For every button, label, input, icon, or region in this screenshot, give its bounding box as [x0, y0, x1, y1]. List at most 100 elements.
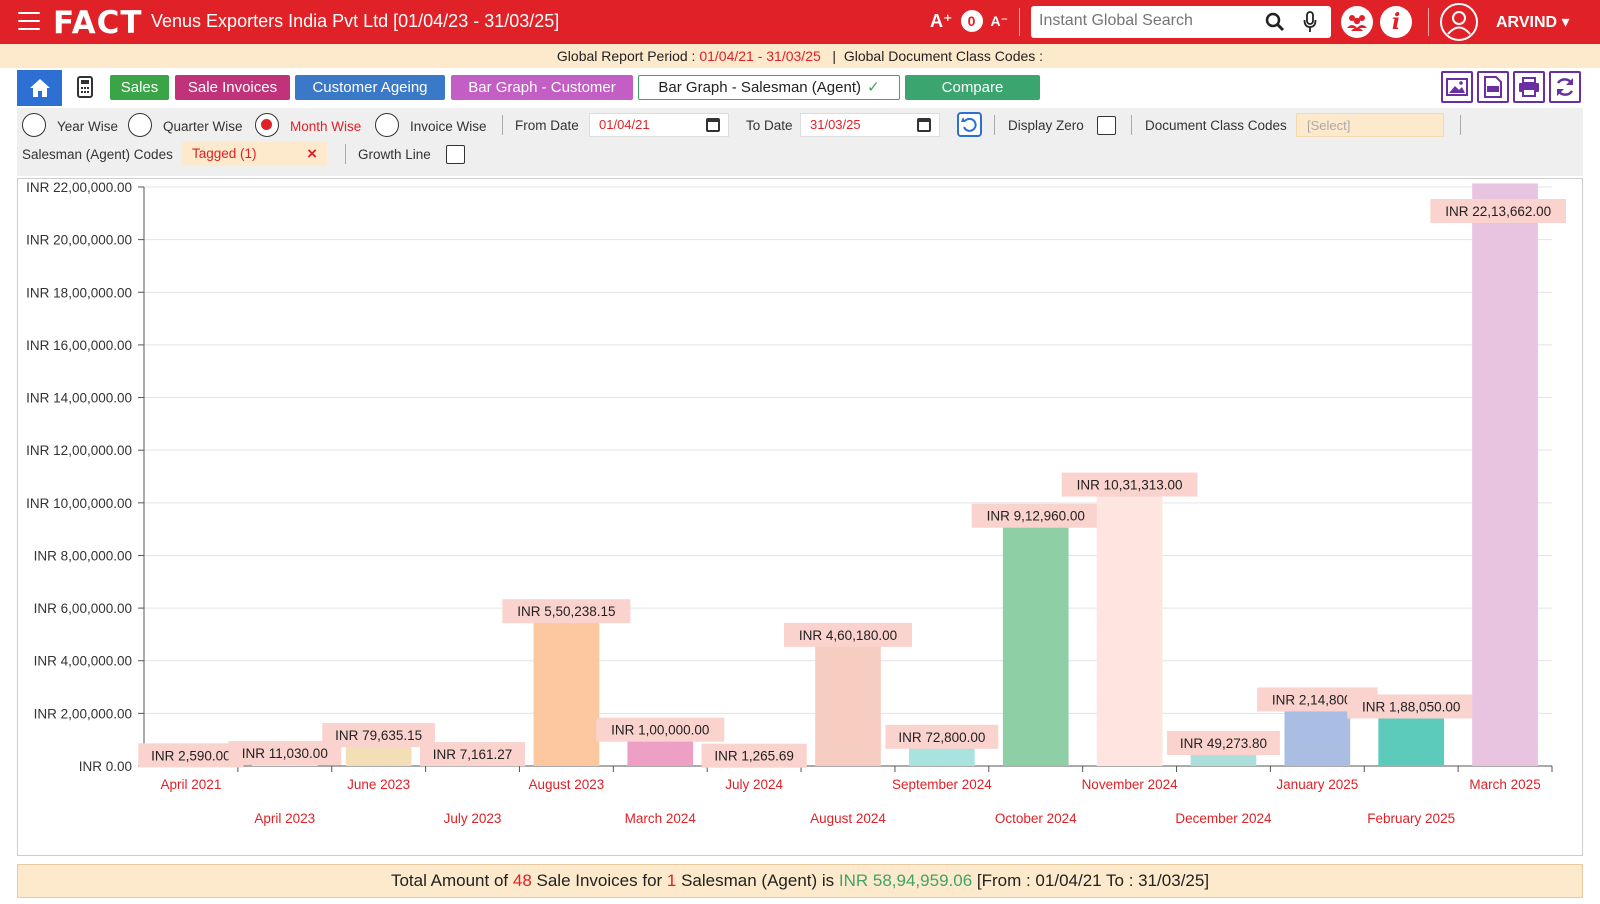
bar-graph-salesman-button[interactable]: Bar Graph - Salesman (Agent) ✓ — [638, 75, 900, 100]
quarter-wise-radio[interactable] — [128, 113, 152, 137]
font-increase-button[interactable]: A⁺ — [930, 10, 953, 31]
divider — [1019, 8, 1020, 36]
bar-graph-customer-button[interactable]: Bar Graph - Customer — [451, 75, 633, 100]
value-label: INR 22,13,662.00 — [1445, 204, 1551, 219]
bar — [815, 644, 881, 766]
x-tick-label: August 2023 — [528, 777, 604, 792]
salesman-bar-chart: INR 0.00 INR 2,00,000.00 INR 4,00,000.00 IN… — [26, 180, 1566, 826]
value-label-bg — [1167, 731, 1280, 756]
home-button[interactable] — [17, 70, 62, 106]
summary-text-1: Total Amount of — [390, 871, 513, 890]
x-tick-label: January 2025 — [1276, 777, 1358, 792]
invoice-count: 48 — [512, 871, 532, 890]
x-tick-label: March 2024 — [625, 811, 697, 826]
value-label: INR 5,50,238.15 — [517, 604, 615, 619]
summary-footer: Total Amount of 48 Sale Invoices for 1 S… — [17, 864, 1583, 898]
info-icon[interactable]: i — [1380, 6, 1412, 38]
y-tick-label: INR 22,00,000.00 — [26, 180, 132, 195]
value-label: INR 10,31,313.00 — [1077, 478, 1183, 493]
search-icon[interactable] — [1265, 12, 1285, 32]
customer-ageing-button[interactable]: Customer Ageing — [295, 75, 445, 100]
top-bar: FACT Venus Exporters India Pvt Ltd [01/0… — [0, 0, 1600, 44]
salesman-count: 1 — [666, 871, 677, 890]
calendar-icon[interactable] — [706, 118, 720, 132]
sale-invoices-button[interactable]: Sale Invoices — [175, 75, 290, 100]
growth-line-checkbox[interactable] — [446, 145, 465, 164]
from-date-label: From Date — [515, 118, 579, 133]
value-label-bg — [784, 622, 912, 647]
font-reset-button[interactable]: 0 — [960, 10, 983, 32]
month-wise-radio[interactable] — [255, 113, 279, 137]
user-menu[interactable]: ARVIND ▾ — [1496, 14, 1570, 31]
summary-date-range: [From : 01/04/21 To : 31/03/25] — [972, 871, 1210, 890]
calculator-icon[interactable] — [77, 76, 93, 98]
value-label-bg — [1061, 472, 1198, 497]
divider — [502, 115, 503, 135]
export-image-icon[interactable] — [1441, 71, 1473, 103]
value-label: INR 1,88,050.00 — [1362, 700, 1460, 715]
value-label: INR 7,161.27 — [433, 747, 513, 762]
display-zero-checkbox[interactable] — [1097, 116, 1116, 135]
company-title: Venus Exporters India Pvt Ltd [01/04/23 … — [151, 11, 560, 31]
to-date-field[interactable]: 31/03/25 — [800, 113, 940, 137]
bar-chart-panel: INR 0.00 INR 2,00,000.00 INR 4,00,000.00 IN… — [17, 178, 1583, 856]
divider — [1428, 8, 1429, 36]
team-icon[interactable] — [1341, 6, 1373, 38]
value-label: INR 4,60,180.00 — [799, 628, 897, 643]
invoice-wise-radio[interactable] — [375, 113, 399, 137]
from-date-field[interactable]: 01/04/21 — [589, 113, 729, 137]
x-tick-label: August 2024 — [810, 811, 886, 826]
value-label: INR 2,590.00 — [151, 748, 231, 763]
value-label: INR 49,273.80 — [1180, 736, 1267, 751]
y-tick-label: INR 0.00 — [79, 759, 132, 774]
calendar-icon[interactable] — [917, 118, 931, 132]
x-tick-label: November 2024 — [1082, 777, 1179, 792]
growth-line-label: Growth Line — [358, 147, 431, 162]
font-size-controls: A⁺ 0 A⁻ — [930, 10, 1008, 32]
value-label: INR 2,14,800.0 — [1272, 692, 1363, 707]
invoice-wise-label: Invoice Wise — [410, 119, 487, 134]
bar — [345, 745, 412, 766]
print-icon[interactable] — [1513, 71, 1545, 103]
divider — [345, 144, 346, 164]
tagged-value: Tagged (1) — [192, 146, 257, 161]
font-decrease-button[interactable]: A⁻ — [990, 12, 1009, 29]
global-search — [1031, 6, 1331, 38]
global-report-bar: Global Report Period : 01/04/21 - 31/03/… — [0, 44, 1600, 68]
global-search-input[interactable] — [1039, 6, 1269, 36]
reset-dates-icon[interactable] — [957, 112, 982, 137]
doc-class-codes-label: Global Document Class Codes : — [843, 48, 1044, 64]
y-tick-label: INR 8,00,000.00 — [34, 548, 132, 563]
sales-button[interactable]: Sales — [110, 75, 169, 100]
x-tick-label: March 2025 — [1469, 777, 1540, 792]
value-label-bg — [1430, 199, 1566, 223]
bar — [1472, 183, 1538, 766]
summary-text-2: Sale Invoices for — [531, 871, 667, 890]
to-date-label: To Date — [746, 118, 793, 133]
report-period-label: Global Report Period : — [556, 48, 700, 64]
bar — [1378, 716, 1445, 766]
salesman-codes-label: Salesman (Agent) Codes — [22, 147, 173, 162]
value-label-bg — [1347, 694, 1476, 719]
clear-selection-icon[interactable]: × — [307, 144, 317, 163]
app-logo[interactable]: FACT — [53, 5, 143, 41]
check-icon: ✓ — [867, 79, 880, 96]
x-tick-label: December 2024 — [1175, 811, 1272, 826]
x-tick-label: June 2023 — [347, 777, 410, 792]
bar-graph-salesman-label: Bar Graph - Salesman (Agent) — [658, 79, 861, 96]
refresh-icon[interactable] — [1549, 71, 1581, 103]
document-class-codes-select[interactable]: [Select] — [1296, 113, 1444, 137]
microphone-icon[interactable] — [1303, 11, 1317, 33]
filter-panel: Year Wise Quarter Wise Month Wise Invoic… — [17, 108, 1583, 176]
user-avatar-icon[interactable] — [1440, 3, 1478, 41]
y-tick-label: INR 12,00,000.00 — [26, 443, 132, 458]
value-label-bg — [596, 717, 725, 742]
year-wise-radio[interactable] — [22, 113, 46, 137]
salesman-codes-select[interactable]: Tagged (1) × — [182, 142, 327, 166]
compare-button[interactable]: Compare — [905, 75, 1040, 100]
value-label-bg — [138, 743, 244, 768]
hamburger-menu-icon[interactable] — [18, 12, 40, 32]
value-label-bg — [885, 724, 999, 749]
y-tick-label: INR 16,00,000.00 — [26, 338, 132, 353]
export-pdf-icon[interactable] — [1477, 71, 1509, 103]
